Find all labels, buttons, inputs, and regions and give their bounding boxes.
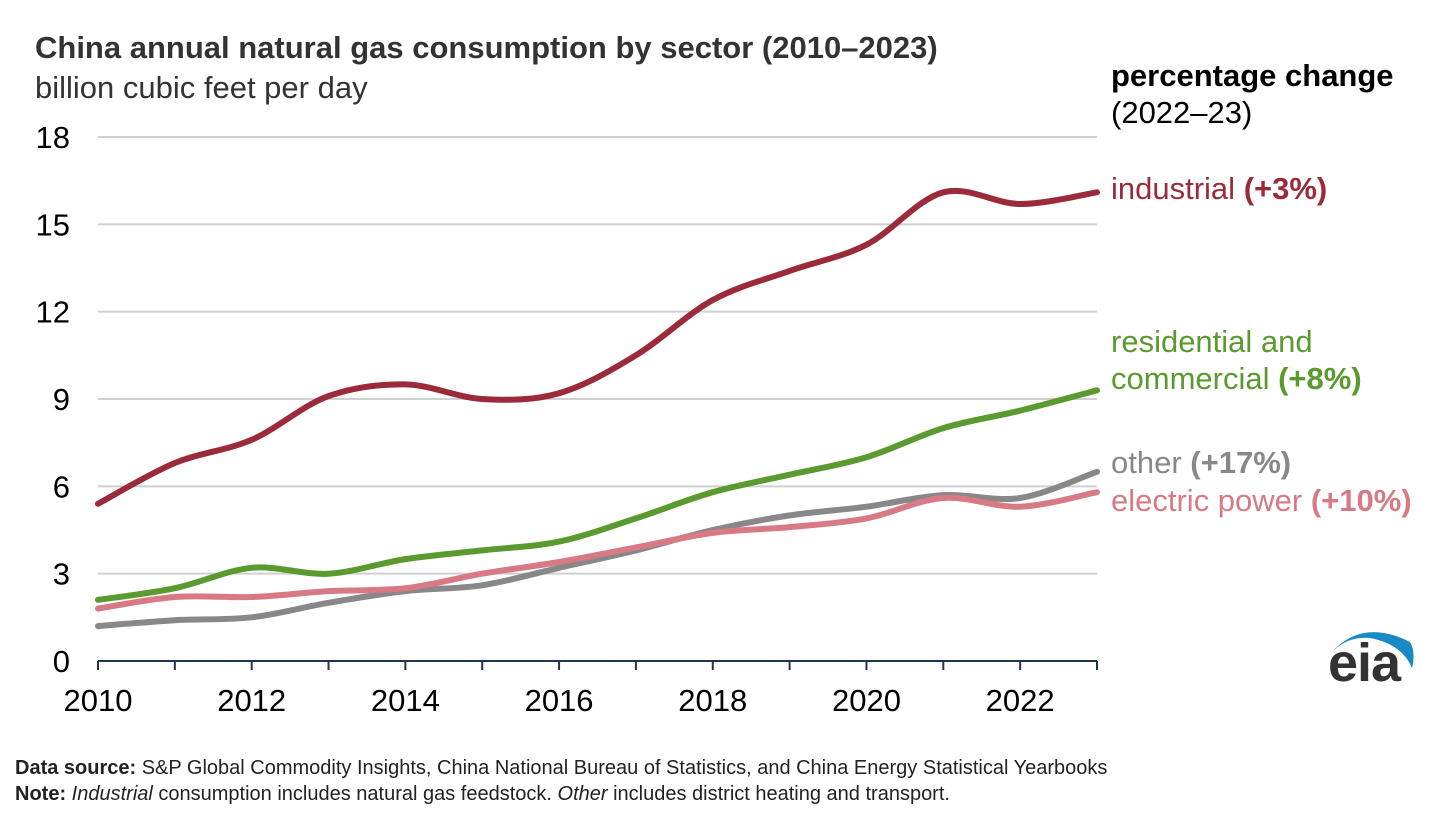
- x-tick-label-2014: 2014: [371, 683, 440, 718]
- y-tick-label-18: 18: [36, 120, 70, 155]
- note-italic-other: Other: [557, 783, 608, 805]
- series-line-industrial: [95, 187, 1100, 507]
- y-tick-label-9: 9: [53, 382, 70, 417]
- chart-title: China annual natural gas consumption by …: [35, 30, 938, 65]
- series-lines: [95, 187, 1100, 630]
- data-source-note: Data source: S&P Global Commodity Insigh…: [15, 757, 1107, 780]
- y-axis-tick-labels: 0 3 6 9 12 15 18: [36, 120, 70, 679]
- series-line-residential-and-commercial: [95, 387, 1100, 603]
- series-label-residential-and-commercial: residential and: [1111, 324, 1313, 359]
- y-tick-label-0: 0: [53, 644, 70, 679]
- x-tick-label-2012: 2012: [217, 683, 286, 718]
- x-axis: 2010 2012 2014 2016 2018 2020 2022: [64, 660, 1098, 718]
- data-source-label: Data source:: [15, 757, 137, 779]
- note-text-2: includes district heating and transport.: [607, 783, 950, 805]
- y-tick-label-6: 6: [53, 469, 70, 504]
- x-tick-label-2022: 2022: [986, 683, 1055, 718]
- series-label-other: other (+17%): [1111, 445, 1291, 480]
- y-tick-label-3: 3: [53, 557, 70, 592]
- chart-subtitle: billion cubic feet per day: [35, 70, 368, 105]
- legend-subheading: (2022–23): [1111, 95, 1253, 130]
- series-label-industrial: industrial (+3%): [1111, 171, 1327, 206]
- note-italic-industrial: Industrial: [71, 783, 153, 805]
- note-label: Note:: [15, 783, 67, 805]
- eia-logo: eia: [1318, 622, 1418, 694]
- series-line-electric-power: [95, 489, 1100, 612]
- x-tick-label-2018: 2018: [678, 683, 747, 718]
- note-text-1: consumption includes natural gas feedsto…: [152, 783, 558, 805]
- x-tick-label-2020: 2020: [832, 683, 901, 718]
- footnote: Note: Industrial consumption includes na…: [15, 783, 950, 806]
- eia-logo-text: eia: [1328, 633, 1401, 693]
- legend-heading: percentage change: [1111, 58, 1394, 93]
- series-labels: industrial (+3%) residential andcommercia…: [1111, 171, 1412, 518]
- y-tick-label-15: 15: [36, 207, 70, 242]
- series-label-residential-and-commercial: commercial (+8%): [1111, 361, 1362, 396]
- eia-swoosh-icon: [1332, 632, 1414, 668]
- x-tick-label-2016: 2016: [525, 683, 594, 718]
- data-source-text: S&P Global Commodity Insights, China Nat…: [136, 757, 1108, 779]
- y-tick-label-12: 12: [36, 295, 70, 330]
- gridlines: [98, 136, 1097, 575]
- series-label-electric-power: electric power (+10%): [1111, 483, 1412, 518]
- x-tick-label-2010: 2010: [64, 683, 133, 718]
